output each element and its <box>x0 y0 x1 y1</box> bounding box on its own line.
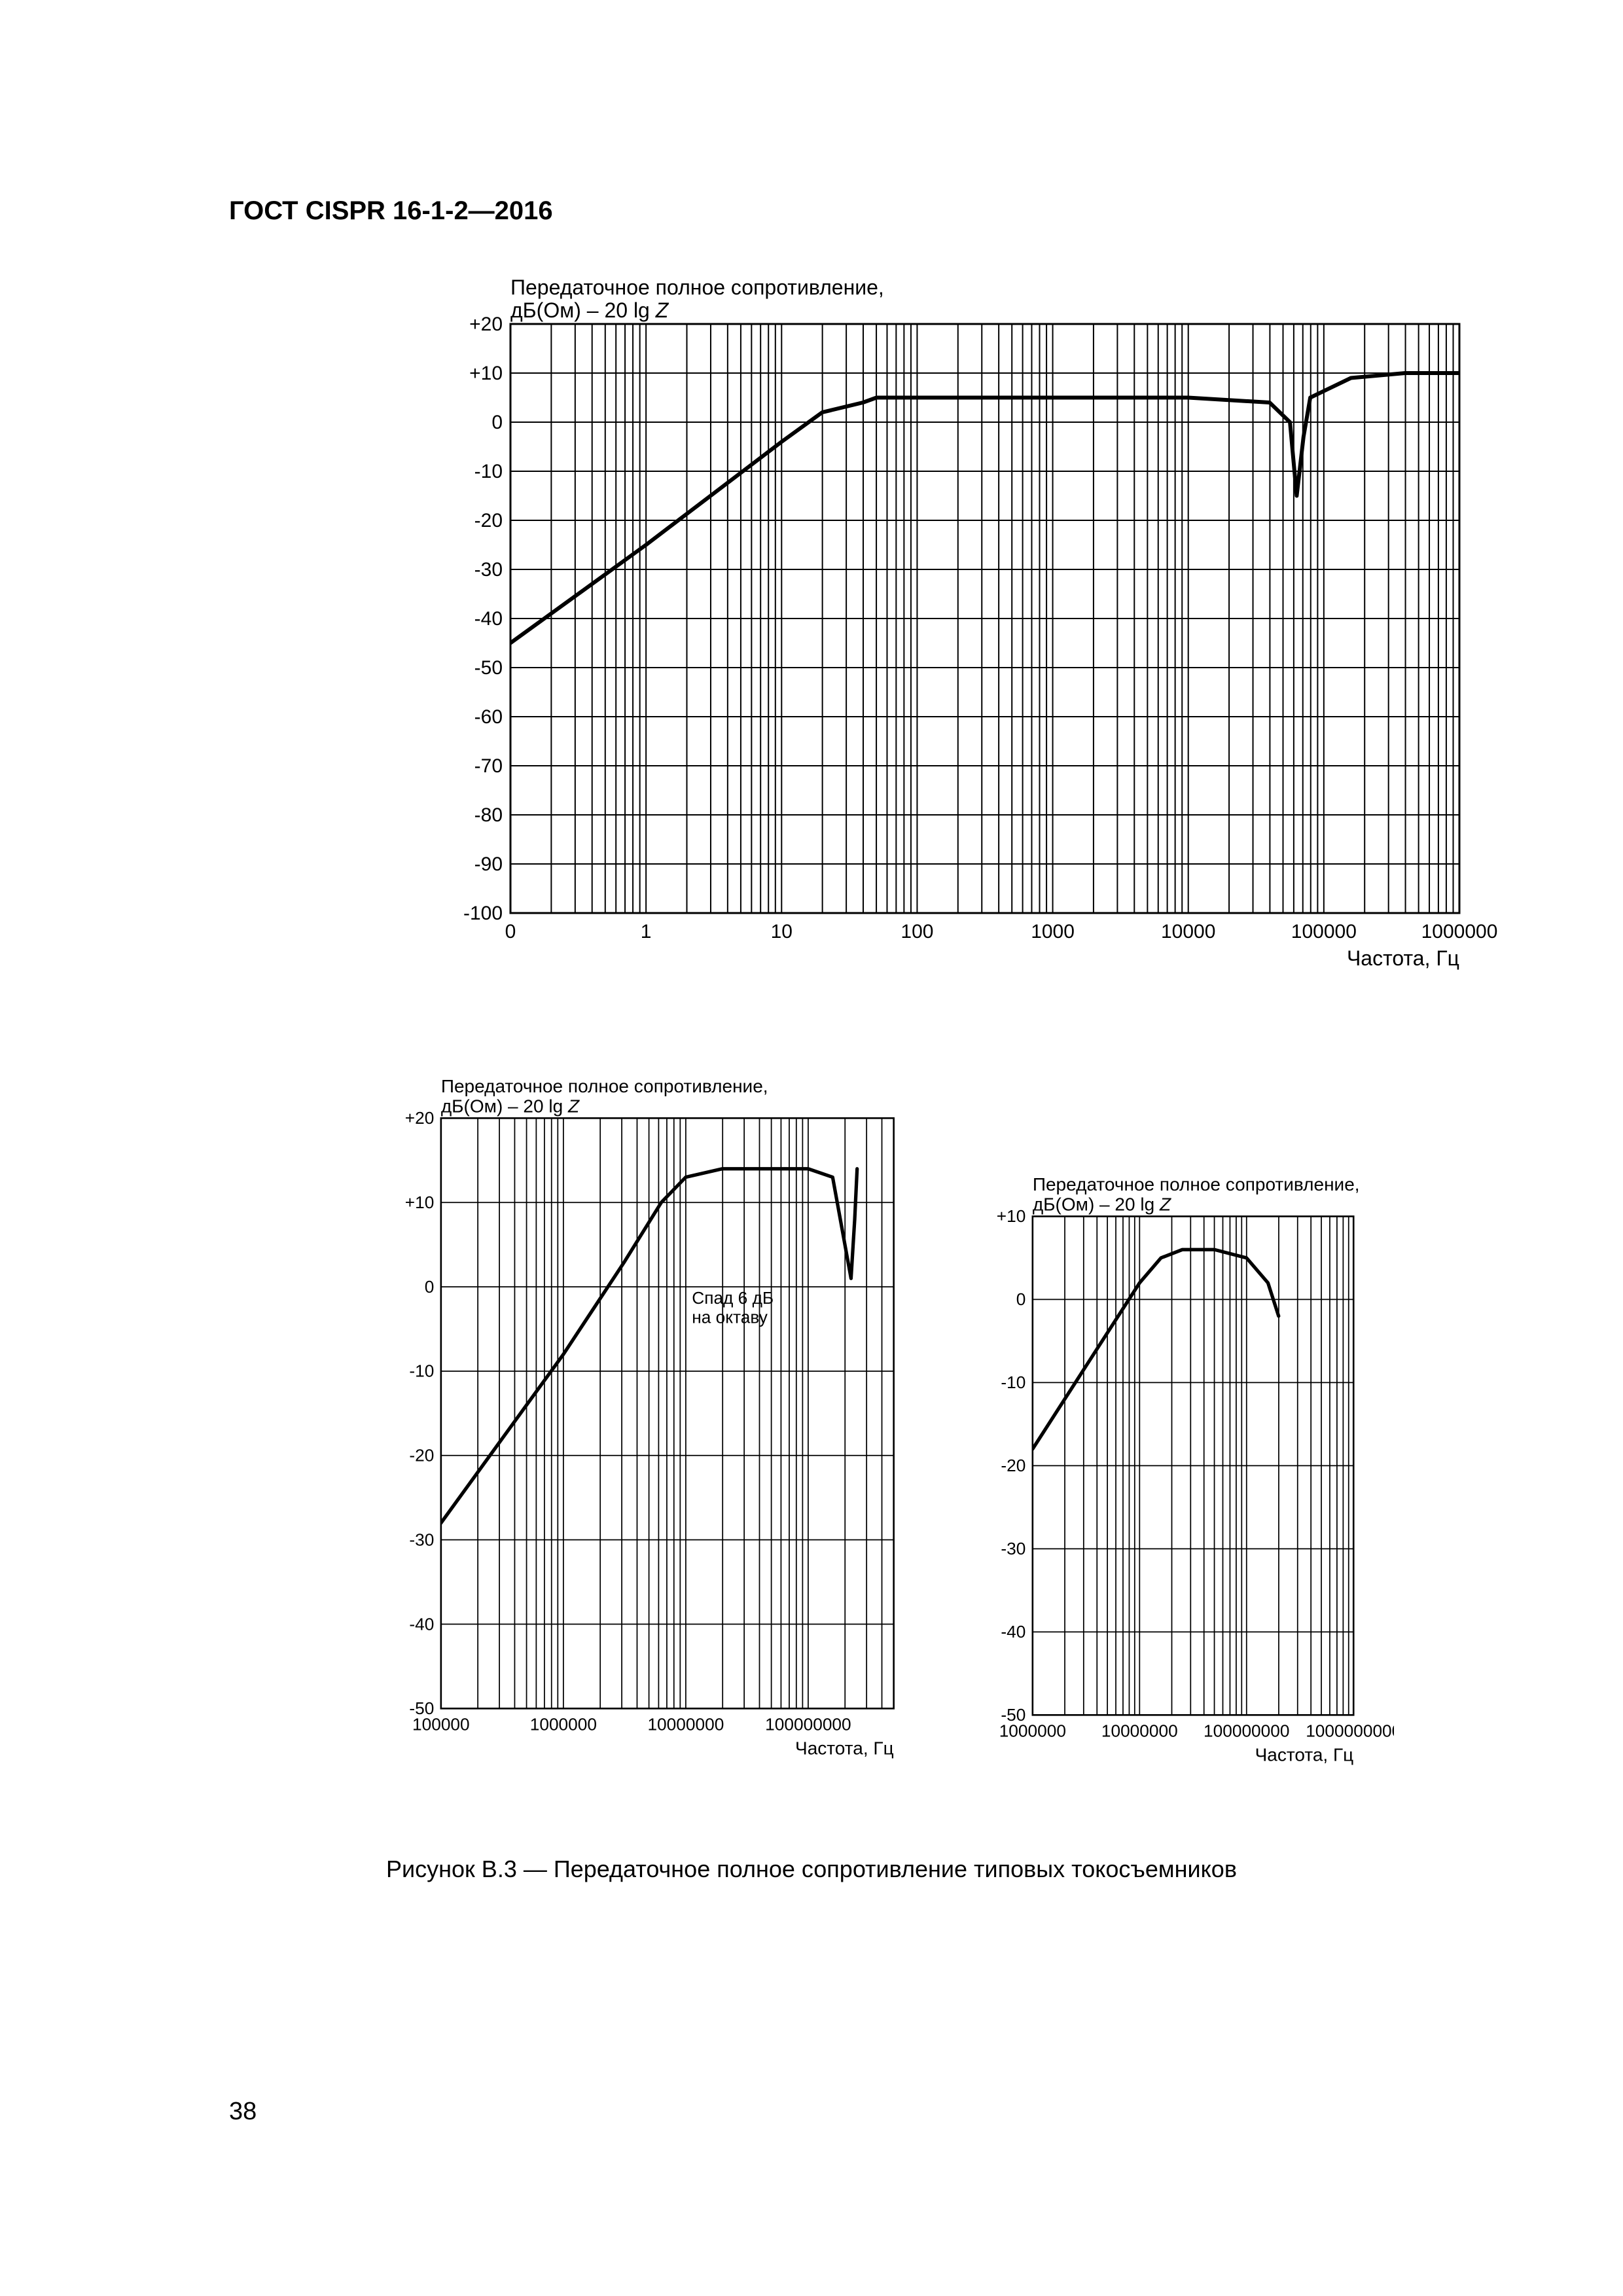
y-tick-label: -60 <box>474 706 503 728</box>
y-tick-label: -100 <box>463 903 503 924</box>
x-tick-label: 100000000 <box>765 1715 851 1734</box>
x-tick-label: 100 <box>901 921 933 942</box>
x-tick-label: 10000000 <box>1101 1721 1178 1741</box>
x-axis-label: Частота, Гц <box>1255 1744 1354 1765</box>
y-tick-label: +10 <box>469 363 503 384</box>
x-tick-label: 10000 <box>1161 921 1215 942</box>
x-tick-label: 10 <box>771 921 793 942</box>
x-tick-label: 1000 <box>1031 921 1075 942</box>
figure-caption: Рисунок B.3 — Передаточное полное сопрот… <box>229 1856 1394 1883</box>
y-axis-title-1: Передаточное полное сопротивление, <box>1033 1174 1360 1194</box>
x-tick-label: 1 <box>641 921 652 942</box>
chart-c: Передаточное полное сопротивление,дБ(Ом)… <box>958 1109 1394 1816</box>
y-axis-title-1: Передаточное полное сопротивление, <box>441 1076 768 1096</box>
y-tick-label: -20 <box>409 1446 434 1465</box>
y-tick-label: -10 <box>409 1361 434 1381</box>
page-number: 38 <box>229 2098 257 2126</box>
y-tick-label: -20 <box>474 510 503 531</box>
y-tick-label: -90 <box>474 853 503 875</box>
chart-b: Передаточное полное сопротивление,дБ(Ом)… <box>366 1005 945 1816</box>
y-tick-label: -70 <box>474 755 503 777</box>
x-tick-label: 10000000 <box>647 1715 724 1734</box>
x-tick-label: 0 <box>505 921 516 942</box>
y-tick-label: -80 <box>474 804 503 826</box>
x-axis-label: Частота, Гц <box>1347 946 1459 970</box>
y-tick-label: 0 <box>425 1277 435 1297</box>
x-tick-label: 1000000000 <box>1306 1721 1394 1741</box>
y-tick-label: -30 <box>1001 1539 1026 1558</box>
y-tick-label: +10 <box>997 1206 1026 1226</box>
annotation-line2: на октаву <box>692 1308 768 1327</box>
x-tick-label: 1000000 <box>1421 921 1498 942</box>
y-axis-title-2: дБ(Ом) – 20 lg Z <box>441 1096 580 1117</box>
y-tick-label: +20 <box>469 314 503 335</box>
y-tick-label: +20 <box>405 1108 435 1128</box>
x-tick-label: 1000000 <box>530 1715 597 1734</box>
x-tick-label: 100000000 <box>1204 1721 1289 1741</box>
charts-row: Передаточное полное сопротивление,дБ(Ом)… <box>366 1005 1394 1816</box>
y-tick-label: +10 <box>405 1193 435 1212</box>
x-axis-label: Частота, Гц <box>795 1738 894 1758</box>
chart-a-wrapper: Передаточное полное сопротивление,дБ(Ом)… <box>425 252 1394 978</box>
y-tick-label: -30 <box>474 559 503 581</box>
x-tick-label: 100000 <box>1291 921 1357 942</box>
y-tick-label: -40 <box>1001 1622 1026 1641</box>
page: ГОСТ CISPR 16-1-2—2016 Передаточное полн… <box>0 0 1623 2296</box>
x-tick-label: 100000 <box>412 1715 470 1734</box>
y-axis-title-1: Передаточное полное сопротивление, <box>510 276 884 299</box>
y-tick-label: -30 <box>409 1530 434 1549</box>
y-tick-label: -20 <box>1001 1456 1026 1475</box>
x-tick-label: 1000000 <box>999 1721 1066 1741</box>
y-axis-title-2: дБ(Ом) – 20 lg Z <box>510 298 669 322</box>
y-axis-title-2: дБ(Ом) – 20 lg Z <box>1033 1194 1171 1215</box>
y-tick-label: 0 <box>1016 1289 1026 1309</box>
annotation-line1: Спад 6 дБ <box>692 1288 774 1308</box>
y-tick-label: -50 <box>474 657 503 679</box>
chart-a: Передаточное полное сопротивление,дБ(Ом)… <box>425 252 1499 978</box>
y-tick-label: -10 <box>474 461 503 482</box>
document-header: ГОСТ CISPR 16-1-2—2016 <box>229 196 1394 226</box>
y-tick-label: 0 <box>491 412 503 433</box>
y-tick-label: -10 <box>1001 1372 1026 1392</box>
y-tick-label: -40 <box>409 1614 434 1634</box>
y-tick-label: -40 <box>474 608 503 630</box>
